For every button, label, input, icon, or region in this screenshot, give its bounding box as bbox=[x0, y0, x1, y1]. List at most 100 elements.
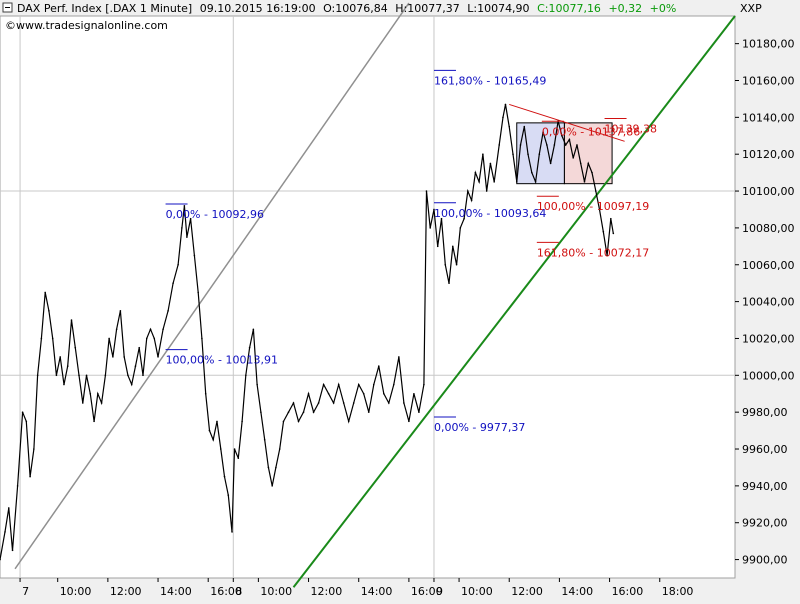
x-tick-label: 8 bbox=[235, 585, 242, 598]
price-point bbox=[502, 116, 504, 119]
price-point bbox=[81, 402, 84, 404]
price-point bbox=[515, 181, 518, 183]
price-line[interactable] bbox=[0, 104, 614, 560]
trendlines bbox=[14, 2, 736, 588]
y-tick-label: 10180,00 bbox=[742, 38, 795, 51]
price-point bbox=[63, 383, 65, 386]
price-point bbox=[127, 374, 129, 377]
price-point bbox=[347, 420, 350, 423]
price-point bbox=[112, 356, 114, 358]
price-point bbox=[455, 263, 458, 266]
price-point bbox=[123, 356, 125, 358]
trendline-red[interactable] bbox=[509, 103, 625, 142]
plot-area[interactable] bbox=[0, 15, 736, 579]
fib-label: 161,80% - 10072,17 bbox=[537, 246, 649, 259]
price-point bbox=[553, 144, 556, 146]
price-point bbox=[302, 411, 305, 413]
price-point bbox=[519, 144, 522, 146]
price-point bbox=[66, 365, 69, 367]
price-point bbox=[93, 420, 95, 423]
fib-label: 0,00% - 9977,37 bbox=[434, 421, 525, 434]
price-point bbox=[568, 138, 571, 141]
price-point bbox=[610, 217, 612, 220]
price-point bbox=[523, 125, 526, 128]
price-point bbox=[0, 558, 1, 561]
price-point bbox=[423, 383, 425, 386]
price-point bbox=[531, 171, 533, 174]
copyright-icon: © bbox=[5, 19, 16, 32]
price-point bbox=[70, 319, 73, 321]
price-point bbox=[459, 227, 462, 229]
y-tick-label: 10060,00 bbox=[742, 259, 795, 272]
price-point bbox=[549, 162, 552, 165]
price-point bbox=[388, 402, 390, 404]
price-point bbox=[130, 383, 133, 386]
trendline-gray[interactable] bbox=[14, 2, 410, 570]
price-point bbox=[440, 217, 443, 220]
price-series bbox=[0, 103, 615, 561]
price-point bbox=[602, 230, 605, 233]
price-point bbox=[383, 392, 385, 395]
price-point bbox=[498, 144, 500, 146]
y-tick-label: 9920,00 bbox=[742, 517, 788, 530]
price-point bbox=[33, 448, 35, 450]
price-point bbox=[119, 310, 122, 312]
header-bar: DAX Perf. Index [.DAX 1 Minute] 09.10.20… bbox=[2, 2, 762, 32]
price-point bbox=[186, 236, 188, 238]
price-point bbox=[134, 365, 137, 367]
price-point bbox=[157, 356, 159, 358]
price-point bbox=[204, 392, 207, 395]
price-point bbox=[219, 448, 222, 450]
price-point bbox=[36, 374, 39, 377]
fib-label: 100,00% - 10097,19 bbox=[537, 200, 649, 213]
price-point bbox=[292, 402, 295, 404]
y-tick-label: 10000,00 bbox=[742, 369, 795, 382]
price-point bbox=[312, 411, 315, 413]
y-tick-label: 10020,00 bbox=[742, 332, 795, 345]
price-point bbox=[512, 153, 514, 155]
header-change: +0,32 bbox=[608, 2, 642, 15]
price-point bbox=[212, 439, 215, 441]
price-point bbox=[201, 337, 203, 340]
price-point bbox=[108, 337, 110, 340]
price-point bbox=[216, 420, 218, 423]
price-point bbox=[233, 448, 236, 450]
trendline-green[interactable] bbox=[292, 15, 736, 588]
header-high: H:10077,37 bbox=[395, 2, 459, 15]
x-tick-label: 14:00 bbox=[160, 585, 192, 598]
price-point bbox=[337, 383, 340, 386]
price-point bbox=[561, 134, 563, 137]
price-point bbox=[362, 392, 365, 395]
price-point bbox=[474, 171, 477, 174]
price-point bbox=[48, 310, 50, 312]
x-tick-label: 9 bbox=[436, 585, 443, 598]
x-tick-label: 10:00 bbox=[260, 585, 292, 598]
price-point bbox=[245, 374, 247, 377]
x-tick-label: 18:00 bbox=[662, 585, 694, 598]
price-point bbox=[583, 181, 586, 183]
price-point bbox=[297, 420, 300, 423]
price-point bbox=[208, 429, 211, 432]
source-url[interactable]: www.tradesignalonline.com bbox=[16, 19, 168, 32]
fib-label: 100,00% - 10013,91 bbox=[166, 354, 278, 367]
price-point bbox=[7, 507, 10, 509]
price-point bbox=[89, 392, 92, 395]
fib-annotations: 161,80% - 10165,49 0,00% - 10092,96 100,00… bbox=[165, 69, 657, 434]
price-point bbox=[104, 374, 107, 377]
price-point bbox=[587, 162, 590, 165]
price-point bbox=[181, 227, 183, 229]
price-point bbox=[372, 383, 375, 386]
price-point bbox=[357, 383, 360, 386]
price-point bbox=[282, 420, 285, 423]
price-point bbox=[115, 328, 118, 331]
price-point bbox=[598, 208, 601, 211]
price-point bbox=[227, 494, 230, 496]
price-point bbox=[25, 420, 28, 423]
fib-label: 0,00% - 10092,96 bbox=[166, 208, 264, 221]
price-point bbox=[444, 263, 447, 266]
price-point bbox=[467, 190, 469, 192]
price-point bbox=[470, 199, 473, 202]
price-point bbox=[527, 153, 529, 155]
